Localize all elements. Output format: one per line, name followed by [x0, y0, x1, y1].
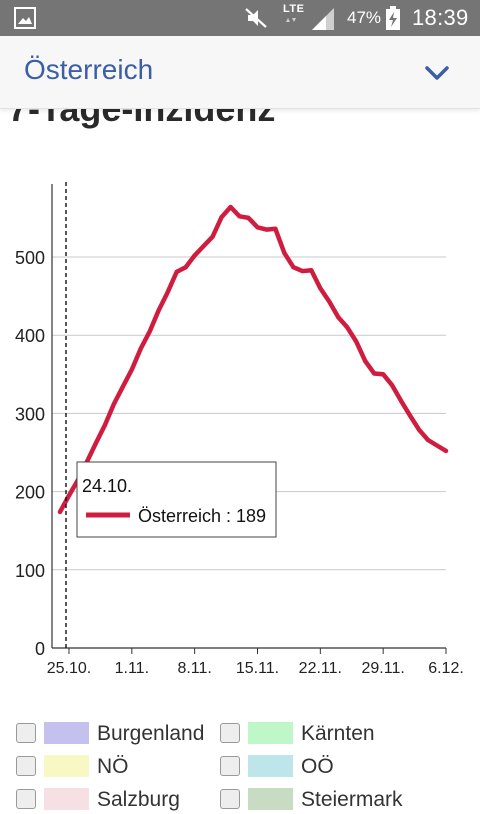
legend-swatch — [44, 755, 89, 777]
legend-label: NÖ — [97, 755, 129, 778]
data-point — [354, 339, 359, 344]
data-point — [120, 384, 125, 389]
data-point — [111, 402, 116, 406]
legend-checkbox[interactable] — [16, 756, 36, 776]
x-tick-label: 15.11. — [236, 660, 279, 677]
legend-checkbox[interactable] — [220, 723, 240, 743]
data-point — [138, 346, 143, 351]
series-layer — [57, 204, 449, 515]
data-point — [381, 372, 386, 377]
data-point — [390, 383, 395, 388]
data-point — [273, 226, 278, 231]
status-bar: LTE 47% 18:39 — [0, 0, 480, 36]
data-point — [192, 253, 197, 258]
battery-charging-icon — [386, 6, 400, 30]
tooltip: 24.10. Österreich : 189 — [76, 461, 277, 538]
data-point — [309, 268, 314, 273]
x-tick-label: 6.12. — [428, 660, 464, 677]
x-tick-label: 29.11. — [362, 660, 405, 677]
legend-swatch — [44, 788, 89, 810]
x-tick-label: 1.11. — [115, 660, 149, 677]
x-tick-label: 25.10. — [47, 660, 91, 677]
data-point — [372, 371, 377, 376]
data-point — [264, 227, 269, 232]
data-point — [363, 359, 368, 363]
data-point — [435, 443, 439, 448]
region-title[interactable]: Österreich — [24, 54, 154, 85]
y-axis-ticks: 0 100 200 300 400 500 — [15, 248, 45, 659]
data-point — [345, 325, 350, 330]
legend-label: Burgenland — [97, 722, 205, 745]
data-point — [228, 205, 233, 209]
legend-label: Kärnten — [301, 722, 375, 745]
data-point — [67, 493, 71, 498]
legend-swatch — [248, 755, 293, 777]
data-point — [417, 427, 422, 432]
data-point — [246, 215, 251, 220]
data-point — [318, 286, 323, 291]
data-point — [129, 367, 134, 372]
gallery-notification-icon — [14, 7, 36, 29]
y-tick-label: 500 — [15, 248, 45, 268]
x-tick-label: 22.11. — [299, 660, 342, 677]
legend-checkbox[interactable] — [16, 723, 36, 743]
legend-swatch — [248, 788, 293, 810]
data-point — [444, 448, 448, 453]
data-point — [291, 265, 296, 270]
legend-label: Steiermark — [301, 788, 403, 811]
data-point — [255, 225, 260, 230]
data-point — [174, 269, 179, 274]
data-point — [399, 398, 404, 403]
legend-swatch — [44, 722, 89, 744]
x-tick-label: 8.11. — [177, 660, 211, 677]
battery-percentage: 47% — [347, 8, 382, 27]
data-point — [408, 413, 413, 418]
signal-strength-icon — [286, 8, 334, 30]
legend: Burgenland Kärnten NÖ OÖ Salzburg Steiermark — [0, 714, 480, 811]
legend-checkbox[interactable] — [220, 756, 240, 776]
chevron-down-icon[interactable] — [422, 58, 452, 88]
tooltip-box — [76, 461, 277, 538]
y-tick-label: 200 — [15, 483, 45, 503]
data-point — [201, 244, 206, 249]
data-point — [210, 234, 215, 239]
data-point — [237, 214, 242, 219]
legend-checkbox[interactable] — [16, 789, 36, 809]
clock: 18:39 — [412, 5, 469, 30]
data-point — [93, 441, 98, 446]
data-point — [147, 329, 152, 334]
data-point — [426, 438, 430, 442]
data-point — [165, 290, 170, 295]
network-type-label: LTE — [283, 3, 305, 15]
x-axis-ticks: 25.10. 1.11. 8.11. 15.11. 22.11. 29.11. 6.12. — [47, 648, 464, 677]
data-point — [336, 315, 341, 320]
data-point — [58, 509, 62, 514]
legend-checkbox[interactable] — [220, 789, 240, 809]
tooltip-series-label: Österreich : 189 — [138, 506, 266, 526]
mute-icon — [245, 8, 267, 28]
data-point — [219, 215, 224, 220]
data-point — [102, 423, 107, 428]
data-point — [282, 251, 287, 256]
y-tick-label: 400 — [15, 326, 45, 346]
tooltip-date: 24.10. — [82, 476, 132, 496]
legend-label: Salzburg — [97, 788, 180, 811]
legend-label: OÖ — [301, 755, 334, 778]
legend-swatch — [248, 722, 293, 744]
data-point — [156, 308, 161, 313]
y-tick-label: 100 — [15, 561, 45, 581]
y-tick-label: 300 — [15, 404, 45, 424]
data-point — [183, 265, 188, 270]
app-header: Österreich — [0, 36, 480, 109]
data-point — [300, 269, 305, 274]
data-point — [327, 299, 332, 304]
y-tick-label: 0 — [35, 639, 45, 659]
